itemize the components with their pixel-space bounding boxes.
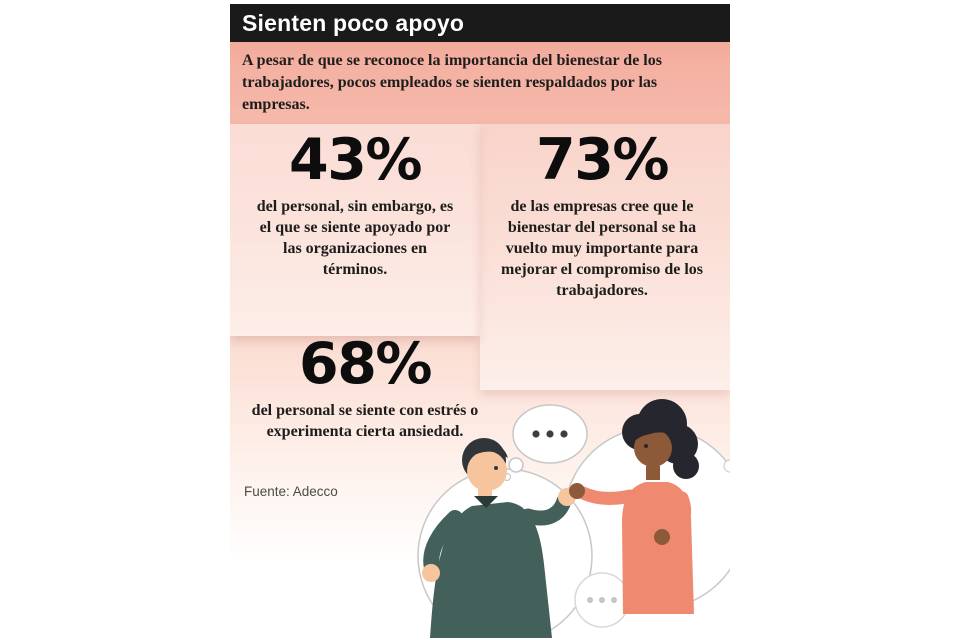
woman-figure xyxy=(569,399,699,614)
people-talking-illustration xyxy=(417,399,730,638)
small-bubble-icon xyxy=(723,459,730,473)
stat-backdrop-left xyxy=(230,124,480,336)
stat-73: 73% de las empresas cree que le bienesta… xyxy=(482,132,722,301)
stat-68-description: del personal se siente con estrés o expe… xyxy=(251,402,479,440)
stat-43: 43% del personal, sin embargo, es el que… xyxy=(238,132,472,280)
stat-73-description: de las empresas cree que le bienestar de… xyxy=(500,198,704,299)
stat-68-value: 68% xyxy=(299,331,432,397)
header-bar: Sienten poco apoyo xyxy=(230,4,730,42)
source-text: Fuente: Adecco xyxy=(244,484,338,499)
infographic-panel: Sienten poco apoyo A pesar de que se rec… xyxy=(230,4,730,638)
speech-bubble-icon xyxy=(502,404,588,482)
stat-backdrop-right xyxy=(480,124,730,390)
stat-68: 68% del personal se siente con estrés o … xyxy=(248,336,482,442)
stat-73-value: 73% xyxy=(536,127,669,193)
man-figure xyxy=(422,438,576,638)
ellipsis-bubble-icon xyxy=(574,572,630,628)
intro-text: A pesar de que se reconoce la importanci… xyxy=(242,52,662,113)
page-title: Sienten poco apoyo xyxy=(242,9,465,36)
stat-43-value: 43% xyxy=(289,127,422,193)
stat-43-description: del personal, sin embargo, es el que se … xyxy=(256,198,454,278)
